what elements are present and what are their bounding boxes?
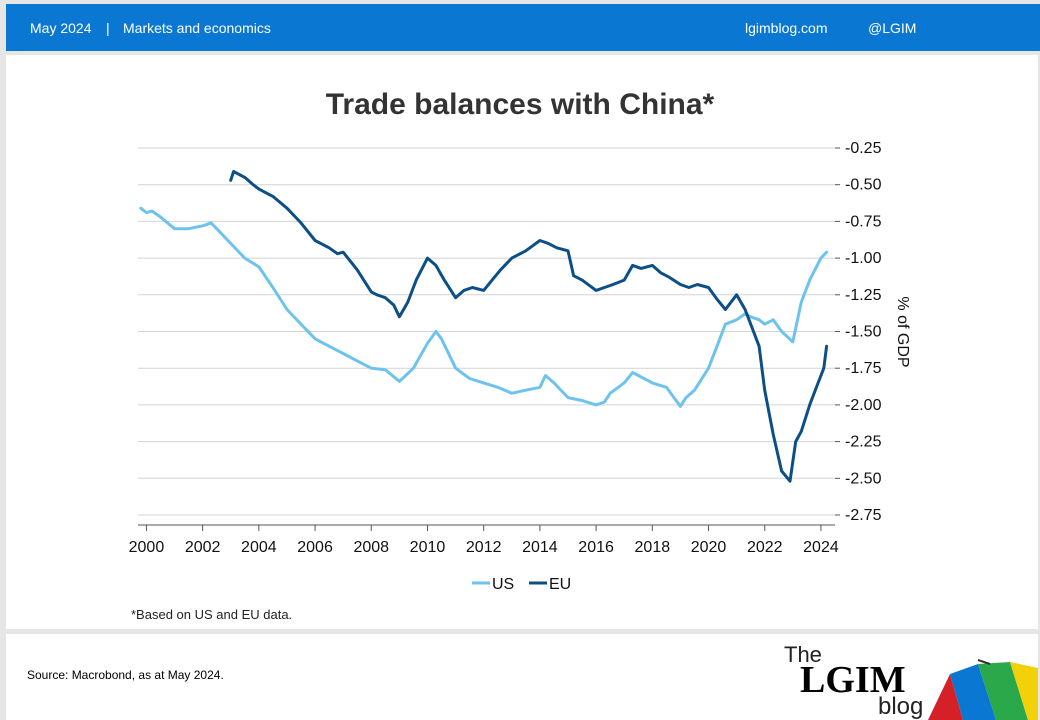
top-banner: May 2024 | Markets and economics lgimblo… (6, 4, 1040, 51)
publish-date: May 2024 (30, 20, 92, 36)
chart-title: Trade balances with China* (325, 88, 715, 121)
y-tick-label: -1.75 (845, 360, 882, 377)
legend-label-eu: EU (549, 576, 571, 593)
y-tick-label: -0.75 (845, 213, 882, 230)
x-tick-label: 2012 (466, 539, 502, 556)
category-link[interactable]: Markets and economics (123, 20, 271, 36)
x-tick-label: 2022 (747, 539, 783, 556)
umbrella-icon (928, 659, 1038, 720)
legend-label-us: US (492, 576, 514, 593)
y-tick-label: -1.50 (845, 324, 882, 341)
y-tick-label: -0.25 (845, 140, 882, 157)
y-tick-label: -2.25 (845, 434, 882, 451)
footnote: *Based on US and EU data. (131, 607, 293, 622)
y-tick-label: -1.25 (845, 287, 882, 304)
x-axis: 2000 2002 2004 2006 2008 2010 2012 2014 2016 2018… (129, 524, 839, 556)
x-tick-label: 2014 (522, 539, 558, 556)
x-tick-label: 2018 (635, 539, 671, 556)
chart-card (6, 55, 1038, 629)
x-tick-label: 2016 (578, 539, 614, 556)
y-axis: -0.25 -0.50 -0.75 -1.00 -1.25 -1.50 -1.75 -2.00… (835, 140, 882, 524)
series-lines (139, 170, 829, 483)
source-note: Source: Macrobond, as at May 2024. (27, 668, 224, 682)
x-tick-label: 2024 (803, 539, 839, 556)
footer: Source: Macrobond, as at May 2024. The L… (6, 634, 1038, 720)
logo-the: The (784, 642, 822, 667)
y-tick-label: -2.50 (845, 470, 882, 487)
x-tick-label: 2006 (297, 539, 333, 556)
x-tick-label: 2010 (410, 539, 446, 556)
x-tick-label: 2002 (185, 539, 221, 556)
header-separator: | (106, 20, 110, 36)
series-line-us (139, 206, 829, 408)
y-tick-label: -1.00 (845, 250, 882, 267)
x-tick-label: 2004 (241, 539, 277, 556)
gridlines (138, 147, 835, 516)
y-tick-label: -0.50 (845, 177, 882, 194)
site-link[interactable]: lgimblog.com (745, 20, 828, 36)
lgim-blog-logo[interactable]: The LGIM blog (778, 634, 1038, 720)
logo-lgim: LGIM (800, 659, 906, 701)
x-tick-label: 2000 (129, 539, 165, 556)
y-tick-label: -2.75 (845, 507, 882, 524)
legend: US EU (472, 576, 571, 593)
logo-blog: blog (878, 693, 923, 720)
x-tick-label: 2008 (353, 539, 389, 556)
x-tick-label: 2020 (691, 539, 727, 556)
y-tick-label: -2.00 (845, 397, 882, 414)
series-line-eu (229, 170, 829, 483)
y-axis-label: % of GDP (894, 296, 911, 367)
twitter-handle-link[interactable]: @LGIM (868, 20, 917, 36)
